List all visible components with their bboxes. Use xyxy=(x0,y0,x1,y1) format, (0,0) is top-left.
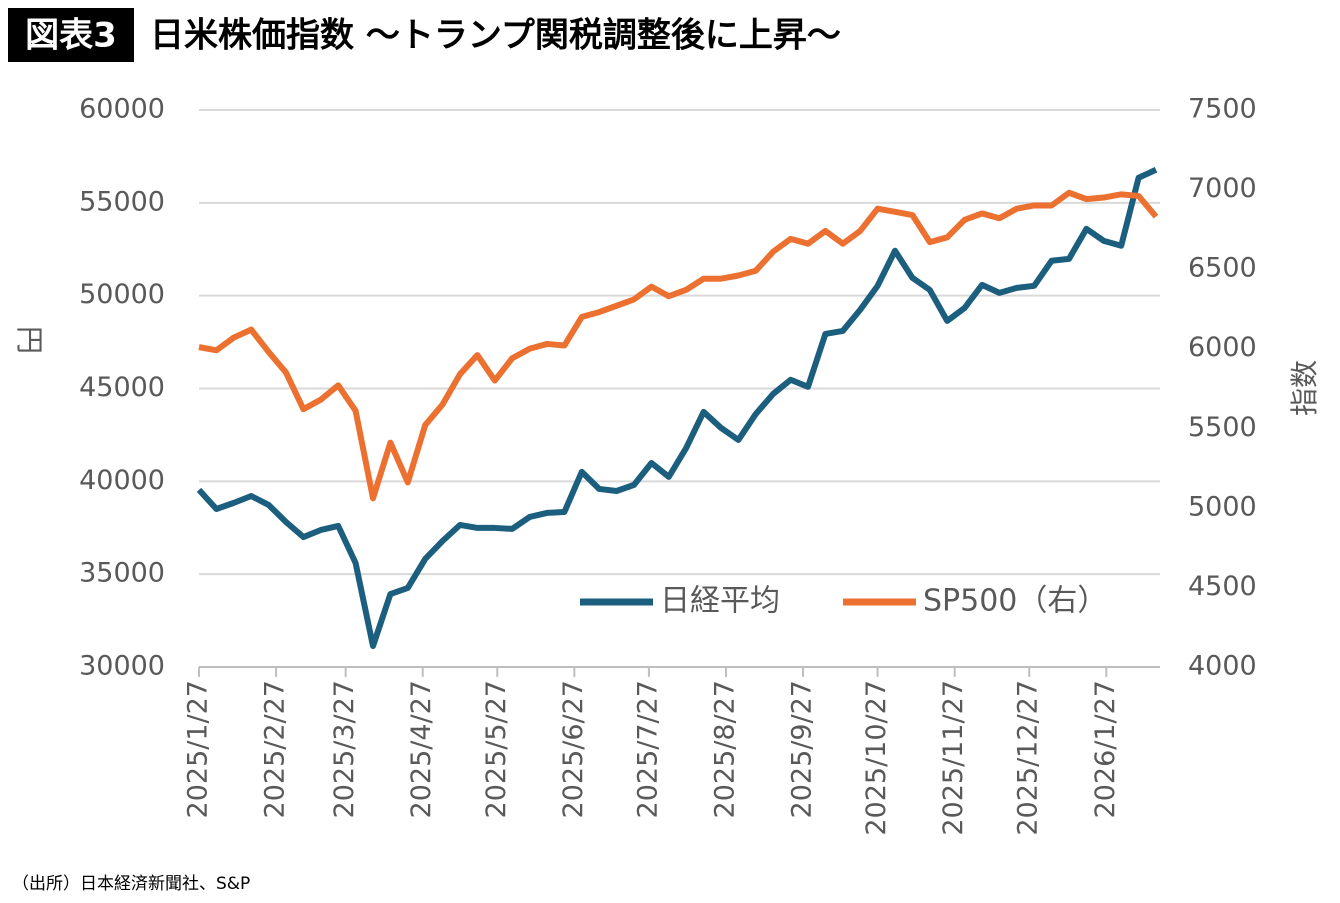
legend-label: 日経平均 xyxy=(660,584,780,619)
y2-tick-label: 6000 xyxy=(1188,332,1257,363)
x-tick-label: 2025/9/27 xyxy=(787,680,818,818)
x-tick-label: 2025/1/27 xyxy=(183,680,214,818)
x-tick-label: 2025/3/27 xyxy=(329,680,360,818)
x-tick-label: 2025/6/27 xyxy=(558,680,589,818)
y-tick-label: 50000 xyxy=(79,279,165,310)
badge: 図表3 xyxy=(25,16,117,56)
x-tick-label: 2025/12/27 xyxy=(1013,680,1044,836)
chart-title: 日米株価指数 ～トランプ関税調整後に上昇～ xyxy=(150,16,841,56)
x-tick-label: 2025/7/27 xyxy=(632,680,663,818)
x-tick-label: 2025/4/27 xyxy=(406,680,437,818)
y-tick-label: 45000 xyxy=(79,372,165,403)
y2-tick-label: 4500 xyxy=(1188,571,1257,602)
x-tick-label: 2025/5/27 xyxy=(481,680,512,818)
x-tick-label: 2025/11/27 xyxy=(938,680,969,836)
y2-tick-label: 4000 xyxy=(1188,651,1257,682)
series-line xyxy=(198,189,1159,502)
legend-label: SP500（右） xyxy=(923,584,1107,619)
x-tick-label: 2026/1/27 xyxy=(1090,680,1121,818)
source: （出所）日本経済新聞社、S&P xyxy=(12,874,250,894)
y2-tick-label: 6500 xyxy=(1188,253,1257,284)
series-line xyxy=(196,167,1158,650)
x-tick-label: 2025/8/27 xyxy=(709,680,740,818)
y2-tick-label: 5000 xyxy=(1188,491,1257,522)
y-axis-label: 円 xyxy=(13,326,46,354)
badge-box xyxy=(8,8,134,62)
x-tick-label: 2025/10/27 xyxy=(861,680,892,836)
y-tick-label: 30000 xyxy=(79,651,165,682)
y-tick-label: 35000 xyxy=(79,558,165,589)
y-tick-label: 60000 xyxy=(79,94,165,125)
y-tick-label: 40000 xyxy=(79,465,165,496)
y-tick-label: 55000 xyxy=(79,186,165,217)
y2-axis-label: 指数 xyxy=(1288,360,1321,416)
y2-tick-label: 5500 xyxy=(1188,412,1257,443)
y2-tick-label: 7000 xyxy=(1188,173,1257,204)
x-tick-label: 2025/2/27 xyxy=(260,680,291,818)
y2-tick-label: 7500 xyxy=(1188,94,1257,125)
